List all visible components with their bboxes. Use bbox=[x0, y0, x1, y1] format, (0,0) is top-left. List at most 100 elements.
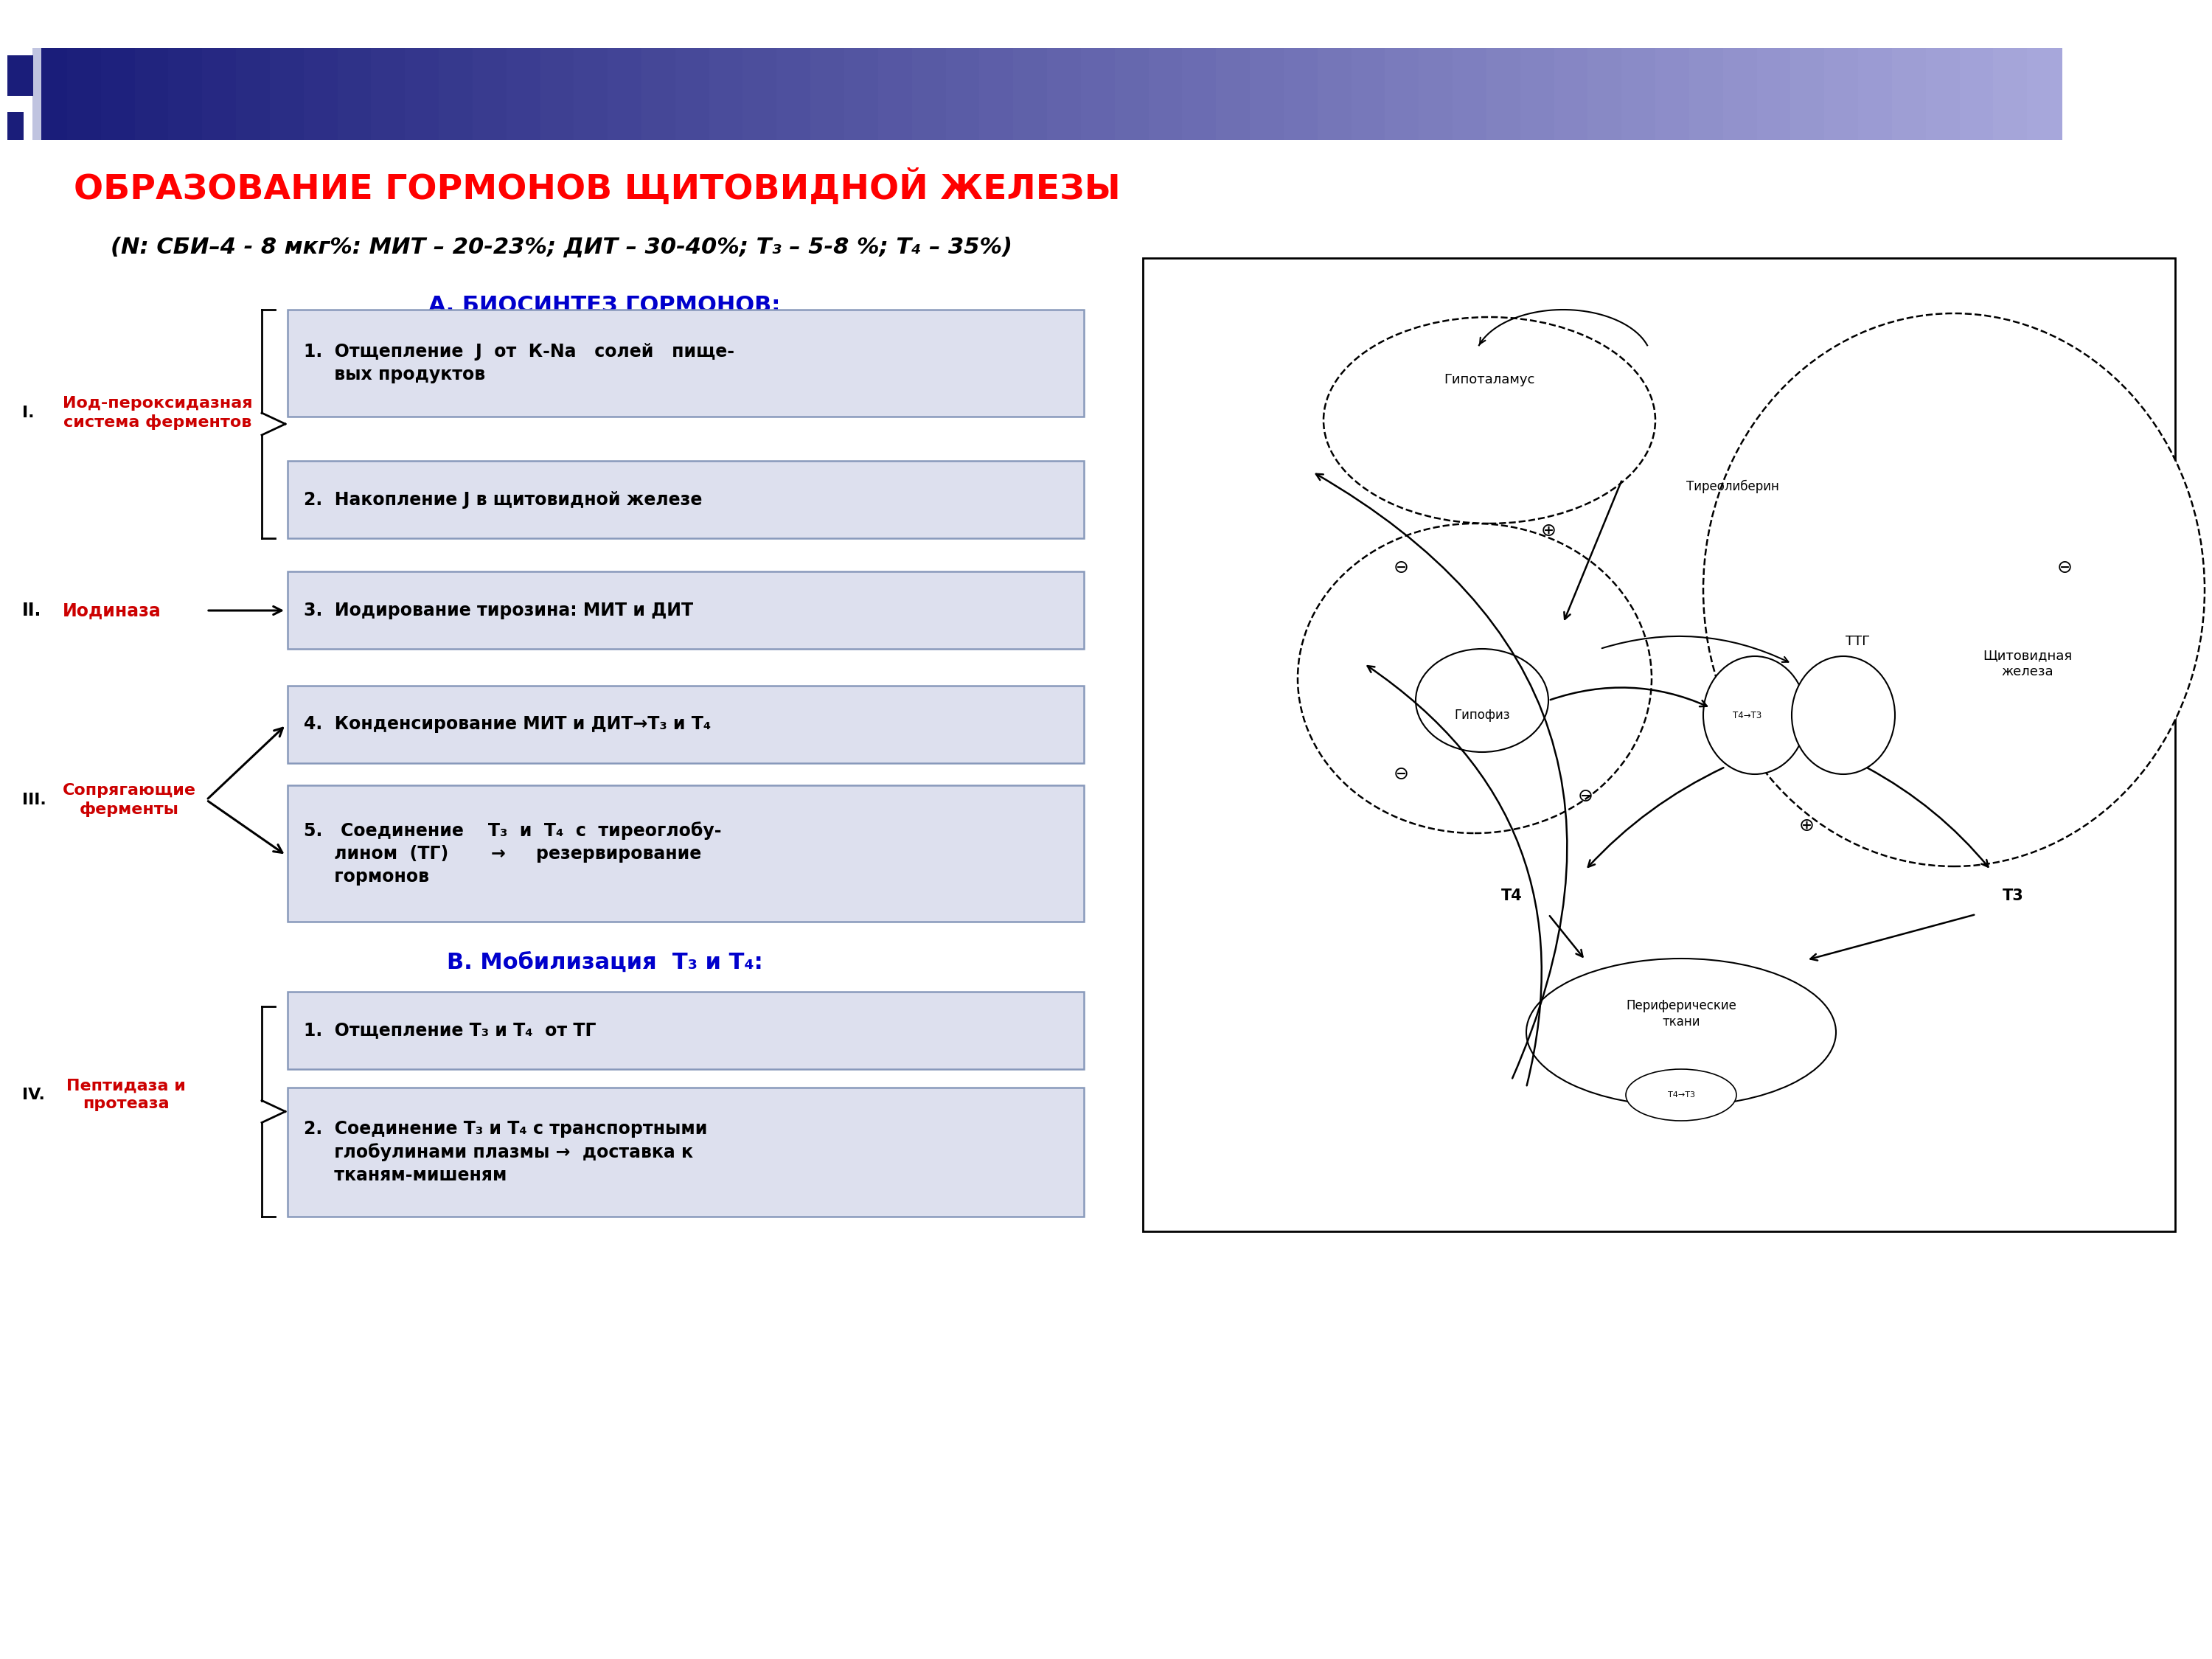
Text: ⊕: ⊕ bbox=[1540, 523, 1557, 539]
FancyBboxPatch shape bbox=[573, 48, 608, 139]
FancyBboxPatch shape bbox=[1790, 48, 1825, 139]
Text: Т4: Т4 bbox=[1502, 889, 1522, 902]
FancyBboxPatch shape bbox=[288, 785, 1084, 922]
FancyBboxPatch shape bbox=[1825, 48, 1860, 139]
Text: ⊖: ⊖ bbox=[1394, 559, 1409, 577]
FancyBboxPatch shape bbox=[540, 48, 575, 139]
FancyBboxPatch shape bbox=[1318, 48, 1352, 139]
Text: Т4→Т3: Т4→Т3 bbox=[1668, 1092, 1694, 1098]
FancyBboxPatch shape bbox=[1115, 48, 1150, 139]
Ellipse shape bbox=[1526, 959, 1836, 1107]
Text: ⊖: ⊖ bbox=[1577, 788, 1593, 805]
Ellipse shape bbox=[1626, 1068, 1736, 1121]
FancyBboxPatch shape bbox=[608, 48, 644, 139]
FancyBboxPatch shape bbox=[1553, 48, 1588, 139]
FancyBboxPatch shape bbox=[473, 48, 509, 139]
Text: Т4→Т3: Т4→Т3 bbox=[1732, 710, 1763, 720]
Text: Гипофиз: Гипофиз bbox=[1453, 708, 1511, 722]
FancyBboxPatch shape bbox=[743, 48, 779, 139]
FancyBboxPatch shape bbox=[288, 1088, 1084, 1216]
FancyBboxPatch shape bbox=[1385, 48, 1420, 139]
FancyBboxPatch shape bbox=[1993, 48, 2028, 139]
FancyBboxPatch shape bbox=[1217, 48, 1252, 139]
FancyBboxPatch shape bbox=[947, 48, 980, 139]
Text: ⊕: ⊕ bbox=[1798, 816, 1814, 834]
FancyBboxPatch shape bbox=[911, 48, 947, 139]
Ellipse shape bbox=[1298, 524, 1652, 833]
Text: Периферические
ткани: Периферические ткани bbox=[1626, 999, 1736, 1029]
FancyBboxPatch shape bbox=[1655, 48, 1690, 139]
FancyBboxPatch shape bbox=[878, 48, 914, 139]
FancyBboxPatch shape bbox=[776, 48, 812, 139]
FancyBboxPatch shape bbox=[1621, 48, 1657, 139]
Text: 1.  Отщепление  J  от  К-Na   солей   пище-
     вых продуктов: 1. Отщепление J от К-Na солей пище- вых … bbox=[303, 343, 734, 383]
FancyBboxPatch shape bbox=[135, 48, 170, 139]
FancyBboxPatch shape bbox=[1453, 48, 1489, 139]
FancyBboxPatch shape bbox=[1588, 48, 1624, 139]
FancyBboxPatch shape bbox=[1046, 48, 1082, 139]
FancyBboxPatch shape bbox=[1283, 48, 1318, 139]
Text: ⊖: ⊖ bbox=[1394, 765, 1409, 783]
Text: (N: СБИ–4 - 8 мкг%: МИТ – 20-23%; ДИТ – 30-40%; Т₃ – 5-8 %; Т₄ – 35%): (N: СБИ–4 - 8 мкг%: МИТ – 20-23%; ДИТ – … bbox=[111, 236, 1013, 257]
FancyBboxPatch shape bbox=[33, 48, 69, 139]
FancyBboxPatch shape bbox=[1352, 48, 1387, 139]
FancyBboxPatch shape bbox=[845, 48, 880, 139]
FancyBboxPatch shape bbox=[1520, 48, 1555, 139]
FancyBboxPatch shape bbox=[2026, 48, 2062, 139]
FancyBboxPatch shape bbox=[372, 48, 407, 139]
FancyBboxPatch shape bbox=[1144, 259, 2174, 1231]
Text: Пептидаза и
протеаза: Пептидаза и протеаза bbox=[66, 1078, 186, 1112]
FancyBboxPatch shape bbox=[1960, 48, 1995, 139]
Text: 5.   Соединение    Т₃  и  Т₄  с  тиреоглобу-
     лином  (ТГ)       →     резерв: 5. Соединение Т₃ и Т₄ с тиреоглобу- лино… bbox=[303, 821, 721, 886]
FancyBboxPatch shape bbox=[33, 48, 42, 139]
Text: Т3: Т3 bbox=[2002, 889, 2024, 902]
FancyBboxPatch shape bbox=[1148, 48, 1183, 139]
Text: Сопрягающие
ферменты: Сопрягающие ферменты bbox=[62, 783, 197, 816]
FancyBboxPatch shape bbox=[641, 48, 677, 139]
Text: Гипоталамус: Гипоталамус bbox=[1444, 373, 1535, 387]
FancyBboxPatch shape bbox=[102, 48, 137, 139]
Ellipse shape bbox=[1416, 649, 1548, 752]
Text: Тиреолиберин: Тиреолиберин bbox=[1686, 479, 1778, 493]
FancyBboxPatch shape bbox=[1013, 48, 1048, 139]
FancyBboxPatch shape bbox=[1927, 48, 1960, 139]
FancyBboxPatch shape bbox=[288, 310, 1084, 416]
FancyBboxPatch shape bbox=[303, 48, 338, 139]
Text: Иодиназа: Иодиназа bbox=[62, 602, 161, 619]
FancyBboxPatch shape bbox=[1891, 48, 1927, 139]
Text: А. БИОСИНТЕЗ ГОРМОНОВ:: А. БИОСИНТЕЗ ГОРМОНОВ: bbox=[429, 295, 781, 317]
FancyBboxPatch shape bbox=[288, 685, 1084, 763]
FancyBboxPatch shape bbox=[66, 48, 102, 139]
FancyBboxPatch shape bbox=[1723, 48, 1759, 139]
FancyBboxPatch shape bbox=[1250, 48, 1285, 139]
FancyBboxPatch shape bbox=[288, 461, 1084, 538]
FancyBboxPatch shape bbox=[1486, 48, 1522, 139]
Text: 2.  Накопление J в щитовидной железе: 2. Накопление J в щитовидной железе bbox=[303, 491, 701, 508]
Text: IV.: IV. bbox=[22, 1088, 44, 1102]
FancyBboxPatch shape bbox=[1858, 48, 1893, 139]
FancyBboxPatch shape bbox=[1082, 48, 1117, 139]
FancyBboxPatch shape bbox=[336, 48, 372, 139]
Text: III.: III. bbox=[22, 793, 46, 808]
Text: Иод-пероксидазная
система ферментов: Иод-пероксидазная система ферментов bbox=[62, 397, 252, 430]
FancyBboxPatch shape bbox=[168, 48, 204, 139]
FancyBboxPatch shape bbox=[438, 48, 473, 139]
Ellipse shape bbox=[1703, 657, 1807, 775]
Text: 4.  Конденсирование МИТ и ДИТ→Т₃ и Т₄: 4. Конденсирование МИТ и ДИТ→Т₃ и Т₄ bbox=[303, 715, 710, 733]
FancyBboxPatch shape bbox=[201, 48, 237, 139]
FancyBboxPatch shape bbox=[288, 992, 1084, 1068]
Text: 3.  Иодирование тирозина: МИТ и ДИТ: 3. Иодирование тирозина: МИТ и ДИТ bbox=[303, 601, 692, 619]
Ellipse shape bbox=[1323, 317, 1655, 524]
FancyBboxPatch shape bbox=[1690, 48, 1725, 139]
FancyBboxPatch shape bbox=[507, 48, 542, 139]
Ellipse shape bbox=[1792, 657, 1896, 775]
Text: ⊖: ⊖ bbox=[2057, 559, 2073, 577]
Text: 1.  Отщепление Т₃ и Т₄  от ТГ: 1. Отщепление Т₃ и Т₄ от ТГ bbox=[303, 1022, 597, 1039]
FancyBboxPatch shape bbox=[7, 55, 33, 96]
FancyBboxPatch shape bbox=[1181, 48, 1217, 139]
FancyBboxPatch shape bbox=[7, 113, 24, 139]
Text: В. Мобилизация  Т₃ и Т₄:: В. Мобилизация Т₃ и Т₄: bbox=[447, 952, 763, 972]
Text: II.: II. bbox=[22, 602, 42, 619]
FancyBboxPatch shape bbox=[405, 48, 440, 139]
Ellipse shape bbox=[1703, 314, 2205, 866]
